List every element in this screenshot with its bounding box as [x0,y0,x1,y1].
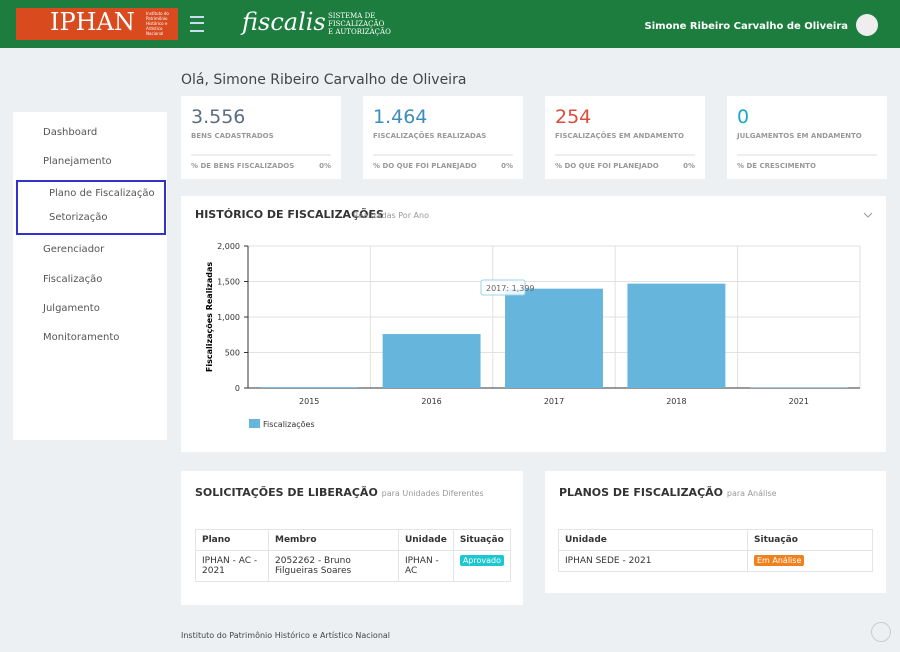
sidebar: Dashboard Planejamento Plano de Fiscaliz… [13,112,167,440]
chart-title: HISTÓRICO DE FISCALIZAÇÕES [195,208,384,221]
legend-label: Fiscalizações [263,420,315,429]
panel-subtitle: para Análise [726,489,777,498]
stat-percent: 0% [501,162,513,170]
y-tick-label: 1,000 [217,313,240,322]
status-badge: Aprovado [459,555,504,566]
stat-footer: % DO QUE FOI PLANEJADO [555,162,659,170]
legend-swatch [249,419,260,428]
y-axis-label: Fiscalizações Realizadas [205,262,214,373]
logo-box [16,8,178,40]
th: Unidade [397,529,454,551]
nav-item[interactable]: Fiscalização [43,274,103,285]
panel-title-text: PLANOS DE FISCALIZAÇÃO [559,486,724,499]
nav-item[interactable]: Dashboard [43,127,98,138]
td: IPHAN SEDE - 2021 [558,550,748,572]
nav-item[interactable]: Julgamento [43,303,100,314]
logo-caption: Instituto do Patrimônio Histórico e Artí… [146,11,169,36]
stat-value: 0 [737,106,750,128]
stat-footer: % DE CRESCIMENTO [737,162,816,170]
sub-item[interactable]: Setorização [49,212,108,223]
bar [627,283,726,388]
panel-title: PLANOS DE FISCALIZAÇÃO para Análise [559,486,777,499]
th: Plano [195,529,269,551]
tooltip-box [480,279,526,296]
stat-label: BENS CADASTRADOS [191,132,274,140]
highlight-box [16,180,166,235]
bar [505,288,603,388]
th: Membro [268,529,399,551]
stat-footer: % DE BENS FISCALIZADOS [191,162,295,170]
progress-bar [191,154,331,156]
greeting: Olá, Simone Ribeiro Carvalho de Oliveira [181,72,467,88]
x-tick-label: 2015 [299,397,319,406]
stat-value: 254 [555,106,592,128]
chart-subtitle: Realizadas Por Ano [353,211,429,220]
app-subtitle-line: E AUTORIZAÇÃO [328,28,391,36]
table: Unidade Situação IPHAN SEDE - 2021 Em Anál… [558,529,873,572]
y-tick-label: 500 [225,349,240,358]
td: Aprovado [452,550,512,582]
stat-percent: 0% [683,162,695,170]
solicitacoes-panel: SOLICITAÇÕES DE LIBERAÇÃO para Unidades … [181,471,523,605]
sub-item[interactable]: Plano de Fiscalização [49,188,155,199]
x-tick-label: 2021 [789,397,809,406]
bar [382,334,481,388]
stat-label: JULGAMENTOS EM ANDAMENTO [737,132,862,140]
panel-subtitle: para Unidades Diferentes [381,489,484,498]
app-subtitle: SISTEMA DE FISCALIZAÇÃO E AUTORIZAÇÃO [328,12,391,36]
panel-title-text: SOLICITAÇÕES DE LIBERAÇÃO [195,486,378,499]
bar [260,387,359,388]
stat-card: 0 JULGAMENTOS EM ANDAMENTO % DE CRESCIMENT… [727,96,887,179]
y-tick-label: 2,000 [217,242,240,251]
nav-item[interactable]: Monitoramento [43,332,120,343]
td: Em Análise [747,550,873,572]
nav-item[interactable]: Planejamento [43,156,112,167]
avatar[interactable] [856,14,878,36]
scroll-top[interactable] [871,622,891,642]
panel-title: SOLICITAÇÕES DE LIBERAÇÃO para Unidades … [195,486,484,499]
footer: Instituto do Patrimônio Histórico e Artí… [181,631,391,640]
y-tick-label: 0 [235,384,240,393]
x-tick-label: 2018 [666,397,686,406]
progress-bar [555,154,695,156]
planos-panel: PLANOS DE FISCALIZAÇÃO para Análise Unid… [545,471,886,593]
app-subtitle-line: SISTEMA DE [328,12,376,20]
status-badge: Em Análise [754,555,805,566]
menu-toggle[interactable] [190,16,204,32]
stat-label: FISCALIZAÇÕES REALIZADAS [373,132,487,140]
x-tick-label: 2016 [421,397,441,406]
header: IPHAN Instituto do Patrimônio Histórico … [0,0,900,48]
stat-label: FISCALIZAÇÕES EM ANDAMENTO [555,132,684,140]
app-name: fiscalis [242,8,326,36]
user-name[interactable]: Simone Ribeiro Carvalho de Oliveira [644,21,848,32]
stat-value: 3.556 [191,106,246,128]
td: IPHAN - AC [397,550,454,582]
nav-item[interactable]: Gerenciador [43,244,105,255]
stat-value: 1.464 [373,106,428,128]
stat-card: 3.556 BENS CADASTRADOS % DE BENS FISCALIZA… [181,96,341,179]
stat-footer: % DO QUE FOI PLANEJADO [373,162,477,170]
x-tick-label: 2017 [544,397,564,406]
tooltip: 2017: 1,399 [486,284,535,293]
progress-bar [737,154,877,156]
app-subtitle-line: FISCALIZAÇÃO [328,20,385,28]
td: IPHAN - AC - 2021 [195,550,269,582]
table: Plano Membro Unidade Situação IPHAN - AC - … [195,529,512,582]
progress-bar [373,154,513,156]
chart-panel: HISTÓRICO DE FISCALIZAÇÕES Realizadas Por… [181,196,886,452]
th: Unidade [558,529,748,551]
y-tick-label: 1,500 [217,278,240,287]
stat-card: 1.464 FISCALIZAÇÕES REALIZADAS % DO QUE FO… [363,96,523,179]
th: Situação [452,529,512,551]
logo: IPHAN [50,8,135,36]
collapse-icon [863,212,873,218]
stat-card: 254 FISCALIZAÇÕES EM ANDAMENTO % DO QUE FO… [545,96,705,179]
td: 2052262 - Bruno Filgueiras Soares [268,550,399,582]
th: Situação [747,529,873,551]
stat-percent: 0% [319,162,331,170]
